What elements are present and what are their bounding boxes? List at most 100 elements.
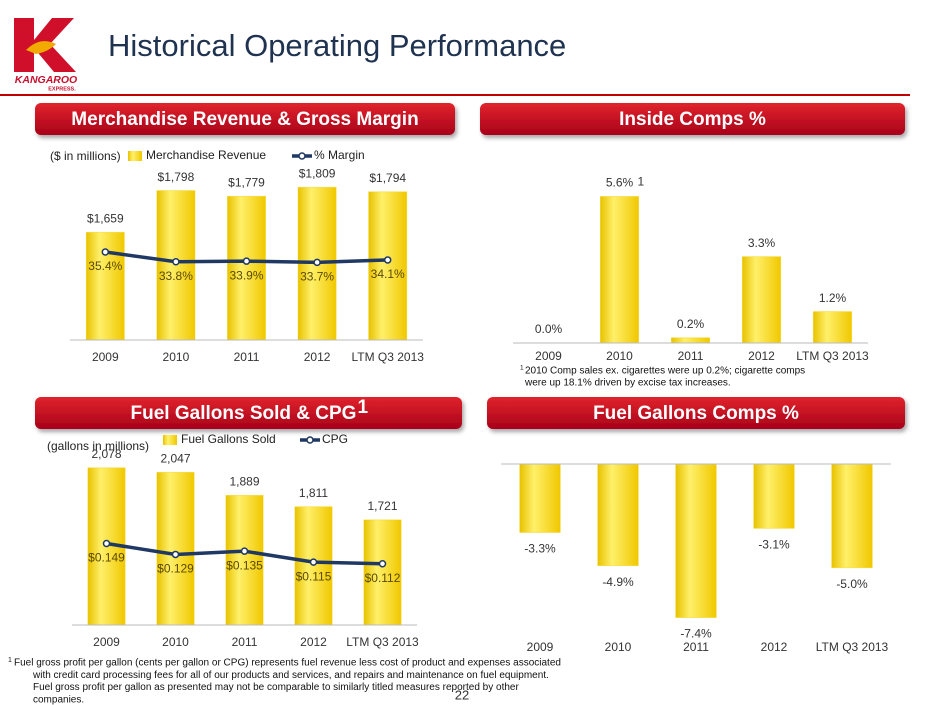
x-tick-label: LTM Q3 2013 bbox=[796, 349, 869, 363]
x-tick-label: 2012 bbox=[300, 635, 327, 649]
data-label: 3.3% bbox=[748, 236, 776, 250]
bar bbox=[675, 463, 717, 618]
legend-swatch bbox=[163, 435, 177, 445]
logo-name: KANGAROO bbox=[15, 74, 77, 86]
line-marker bbox=[240, 547, 249, 555]
legend-swatch-marker bbox=[306, 436, 314, 444]
line-marker bbox=[313, 258, 321, 267]
footnote-marker: 1 bbox=[8, 657, 12, 664]
data-label: -7.4% bbox=[680, 627, 712, 641]
x-tick-label: 2012 bbox=[304, 350, 331, 364]
line-label: $0.112 bbox=[365, 571, 401, 585]
x-tick-label: 2011 bbox=[234, 350, 260, 364]
legend-label: Merchandise Revenue bbox=[146, 148, 266, 162]
logo-kangaroo bbox=[26, 41, 56, 54]
line-label: 33.9% bbox=[229, 268, 263, 282]
data-label: -3.1% bbox=[758, 537, 790, 551]
logo: KANGAROO EXPRESS. bbox=[14, 18, 77, 92]
chart-banner bbox=[35, 103, 455, 135]
data-label: -5.0% bbox=[836, 577, 868, 591]
line-label: $0.135 bbox=[226, 558, 263, 572]
chart-banner bbox=[480, 103, 905, 135]
legend-swatch-marker bbox=[298, 152, 306, 160]
data-label: -4.9% bbox=[602, 575, 634, 589]
bar bbox=[753, 463, 795, 529]
data-label: 1,811 bbox=[299, 486, 328, 500]
data-label: 5.6% bbox=[606, 176, 634, 190]
logo-tagline: EXPRESS. bbox=[48, 86, 76, 92]
x-tick-label: 2010 bbox=[162, 635, 189, 649]
legend-label: % Margin bbox=[314, 148, 365, 162]
line-label: $0.129 bbox=[157, 562, 194, 576]
x-tick-label: 2009 bbox=[92, 350, 119, 364]
footnote-line: Fuel gross profit per gallon (cents per … bbox=[14, 658, 561, 669]
legend-swatch bbox=[128, 151, 142, 161]
bar bbox=[156, 471, 195, 626]
chart: Fuel Gallons Comps % 2009 2010 2011 2012 LTM … bbox=[487, 397, 905, 654]
x-tick-label: 2009 bbox=[535, 349, 562, 363]
line-marker bbox=[172, 258, 180, 266]
data-label: 0.2% bbox=[677, 317, 705, 331]
data-label: $1,809 bbox=[299, 166, 336, 180]
footnote-line: Fuel gross profit per gallon as presente… bbox=[33, 682, 519, 693]
annotation: 1 bbox=[638, 175, 645, 189]
chart: Merchandise Revenue & Gross Margin ($ in … bbox=[35, 103, 455, 364]
page-number: 22 bbox=[455, 687, 469, 702]
footnote-line: companies. bbox=[33, 695, 84, 705]
line-marker bbox=[378, 560, 387, 568]
chart-footnote-marker: 1 bbox=[520, 365, 524, 372]
x-tick-label: LTM Q3 2013 bbox=[816, 640, 889, 654]
chart-title: Merchandise Revenue & Gross Margin bbox=[71, 109, 418, 130]
chart-subtitle: (gallons in millions) bbox=[47, 439, 149, 453]
data-label: 2,078 bbox=[91, 447, 121, 461]
chart-footnote-line: 2010 Comp sales ex. cigarettes were up 0… bbox=[525, 366, 805, 377]
x-tick-label: 2012 bbox=[748, 349, 775, 363]
bar bbox=[368, 191, 408, 341]
line-marker bbox=[101, 248, 110, 256]
legend-label: CPG bbox=[322, 432, 348, 446]
data-label: $1,659 bbox=[87, 211, 124, 225]
data-label: $1,798 bbox=[158, 170, 195, 184]
line-marker bbox=[102, 539, 111, 548]
x-tick-label: 2011 bbox=[678, 349, 704, 363]
slide-title: Historical Operating Performance bbox=[108, 28, 566, 63]
data-label: -3.3% bbox=[524, 542, 556, 556]
x-tick-label: 2010 bbox=[163, 350, 190, 364]
data-label: 1,889 bbox=[229, 475, 259, 489]
bar bbox=[831, 463, 873, 569]
data-label: 1.2% bbox=[819, 291, 847, 305]
x-tick-label: 2011 bbox=[683, 640, 709, 654]
bar bbox=[599, 196, 640, 344]
footnote-line: with credit card processing fees for all… bbox=[32, 670, 549, 681]
data-label: $1,779 bbox=[228, 175, 265, 189]
line-marker bbox=[242, 257, 251, 265]
chart-title: Fuel Gallons Sold & CPG bbox=[131, 403, 357, 424]
chart-banner bbox=[35, 397, 462, 429]
line-label: 33.7% bbox=[300, 270, 334, 284]
x-tick-label: 2010 bbox=[605, 640, 632, 654]
line-label: 35.4% bbox=[88, 259, 122, 273]
chart-title-note: 1 bbox=[357, 397, 368, 418]
bar bbox=[812, 311, 853, 344]
x-tick-label: 2009 bbox=[93, 635, 120, 649]
line-label: 33.8% bbox=[159, 269, 193, 283]
chart-subtitle: ($ in millions) bbox=[50, 149, 121, 163]
bar bbox=[597, 463, 639, 567]
bar bbox=[225, 494, 264, 626]
x-tick-label: LTM Q3 2013 bbox=[346, 635, 419, 649]
chart: Fuel Gallons Sold & CPG 1 (gallons in mill… bbox=[35, 397, 462, 649]
line-marker bbox=[383, 256, 392, 264]
bar bbox=[294, 506, 333, 626]
x-tick-label: 2009 bbox=[527, 640, 554, 654]
bar bbox=[363, 519, 402, 626]
chart-banner bbox=[487, 397, 905, 429]
x-tick-label: LTM Q3 2013 bbox=[351, 350, 424, 364]
bar bbox=[519, 463, 561, 533]
line-marker bbox=[309, 558, 318, 566]
x-tick-label: 2010 bbox=[606, 349, 633, 363]
data-label: 1,721 bbox=[367, 499, 397, 513]
chart: Inside Comps % 2009 2010 2011 2012 LTM Q3 201… bbox=[480, 103, 905, 389]
data-label: 0.0% bbox=[535, 322, 563, 336]
chart-footnote-line: were up 18.1% driven by excise tax incre… bbox=[524, 378, 731, 389]
